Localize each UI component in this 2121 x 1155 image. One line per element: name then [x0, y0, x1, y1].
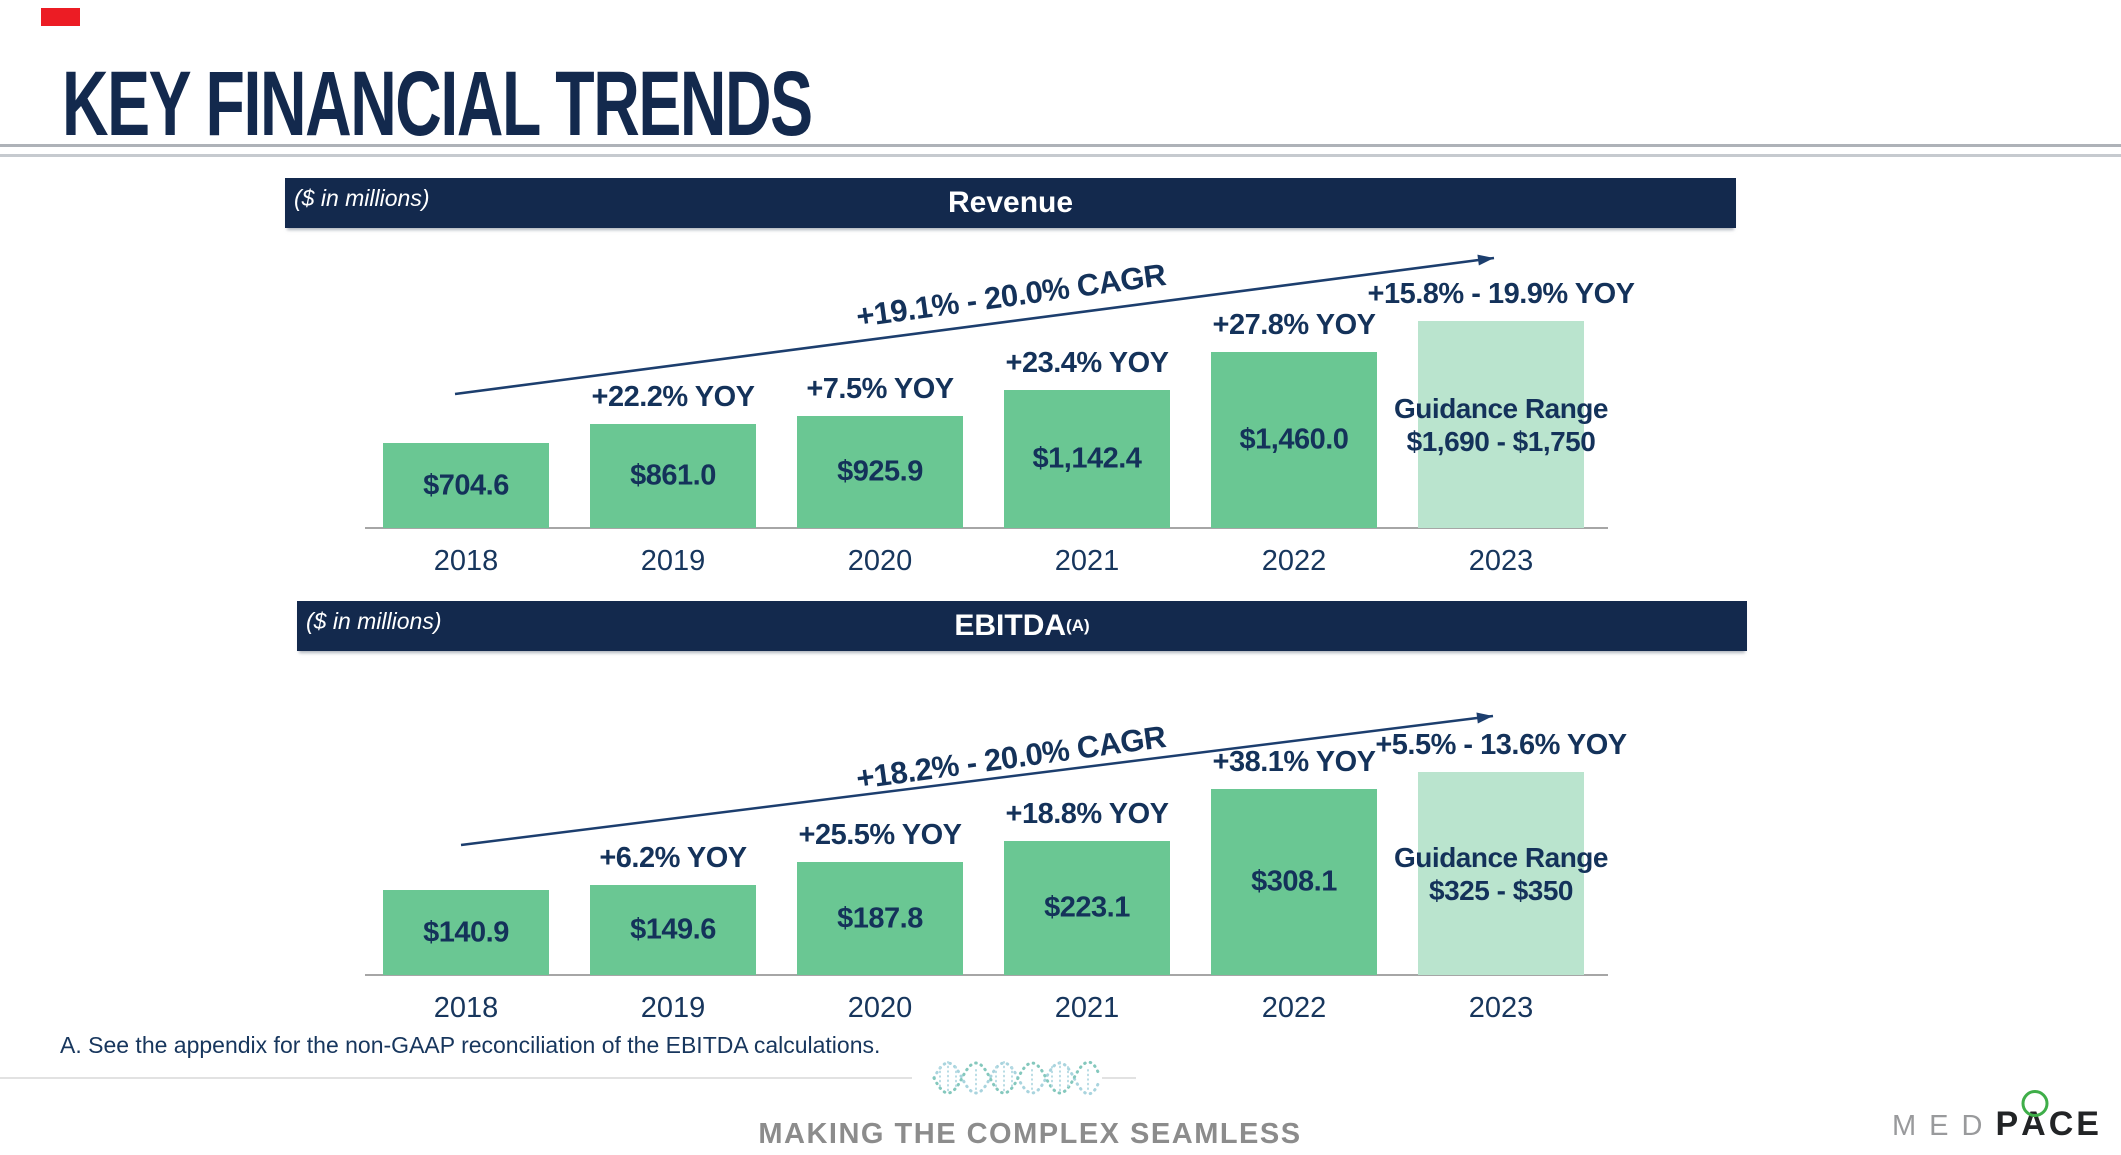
revenue-year-label-2021: 2021	[1054, 545, 1120, 577]
ebitda-bar-value-label: $223.1	[1044, 891, 1130, 924]
ebitda-header: ($ in millions) EBITDA (A)	[297, 601, 1747, 651]
revenue-year-label-2018: 2018	[433, 545, 499, 577]
revenue-bar-2020	[797, 416, 963, 528]
dna-helix-icon	[932, 1060, 1100, 1096]
medpace-logo: MED P ACE	[1892, 1090, 2102, 1144]
ebitda-yoy-label-2019: +6.2% YOY	[599, 842, 747, 874]
ebitda-chart-title: EBITDA (A)	[954, 609, 1090, 642]
logo-med-text: MED	[1892, 1110, 1996, 1142]
ebitda-yoy-label-2023: +5.5% - 13.6% YOY	[1375, 729, 1627, 761]
revenue-header: ($ in millions) Revenue	[285, 178, 1736, 228]
ebitda-units-label: ($ in millions)	[306, 608, 442, 634]
ebitda-year-label-2022: 2022	[1261, 992, 1327, 1024]
title-divider-top	[0, 144, 2121, 147]
revenue-year-label-2020: 2020	[847, 545, 913, 577]
ebitda-bar-2021	[1004, 841, 1170, 975]
revenue-bar-value-label: $1,142.4	[1032, 442, 1142, 475]
logo-letter-a-wrap: A	[2021, 1090, 2049, 1144]
ebitda-year-label-2021: 2021	[1054, 992, 1120, 1024]
revenue-units-label: ($ in millions)	[294, 185, 430, 211]
revenue-bar-value-label: $925.9	[837, 455, 923, 488]
ebitda-guidance-label: Guidance Range $325 - $350	[1394, 841, 1608, 906]
ebitda-bar-value-label: $149.6	[630, 913, 716, 946]
revenue-bar-2021	[1004, 390, 1170, 528]
ebitda-year-label-2019: 2019	[640, 992, 706, 1024]
ebitda-year-label-2020: 2020	[847, 992, 913, 1024]
ebitda-cagr-label: +18.2% - 20.0% CAGR	[854, 719, 1168, 797]
ebitda-bar-value-label: $140.9	[423, 916, 509, 948]
ebitda-bar-2019	[590, 885, 756, 975]
ebitda-bar-2018	[383, 890, 549, 975]
ebitda-yoy-label-2020: +25.5% YOY	[798, 819, 962, 851]
revenue-x-axis-line	[365, 527, 1608, 529]
footer-divider-left	[0, 1077, 912, 1079]
revenue-chart-title: Revenue	[947, 186, 1074, 219]
ebitda-yoy-label-2022: +38.1% YOY	[1212, 746, 1376, 778]
logo-letter-p: P	[1995, 1105, 2022, 1143]
ebitda-x-axis-line	[365, 974, 1608, 976]
ebitda-yoy-label-2021: +18.8% YOY	[1005, 798, 1169, 830]
footnote: A. See the appendix for the non-GAAP rec…	[60, 1032, 881, 1058]
ebitda-bar-2020	[797, 862, 963, 975]
ebitda-year-label-2018: 2018	[433, 992, 499, 1024]
revenue-year-label-2022: 2022	[1261, 545, 1327, 577]
logo-pace-text: P ACE	[1995, 1090, 2102, 1144]
revenue-bar-value-label: $861.0	[630, 459, 716, 492]
revenue-guidance-label: Guidance Range $1,690 - $1,750	[1394, 392, 1608, 457]
logo-letters-ce: CE	[2048, 1105, 2102, 1143]
ebitda-year-label-2023: 2023	[1468, 992, 1534, 1024]
revenue-year-label-2023: 2023	[1468, 545, 1534, 577]
footer-divider-right	[1102, 1077, 1136, 1079]
revenue-bar-value-label: $1,460.0	[1239, 423, 1349, 456]
footer-tagline: MAKING THE COMPLEX SEAMLESS	[758, 1118, 1302, 1150]
ebitda-bar-value-label: $308.1	[1251, 865, 1337, 898]
revenue-bar-2019	[590, 424, 756, 528]
page-title: KEY FINANCIAL TRENDS	[62, 53, 813, 155]
revenue-year-label-2019: 2019	[640, 545, 706, 577]
title-divider-bottom	[0, 154, 2121, 157]
red-accent-mark	[41, 8, 80, 26]
logo-ring-icon	[2021, 1090, 2049, 1117]
ebitda-bar-value-label: $187.8	[837, 902, 923, 934]
revenue-bar-2018	[383, 443, 549, 528]
revenue-bar-value-label: $704.6	[423, 469, 509, 501]
